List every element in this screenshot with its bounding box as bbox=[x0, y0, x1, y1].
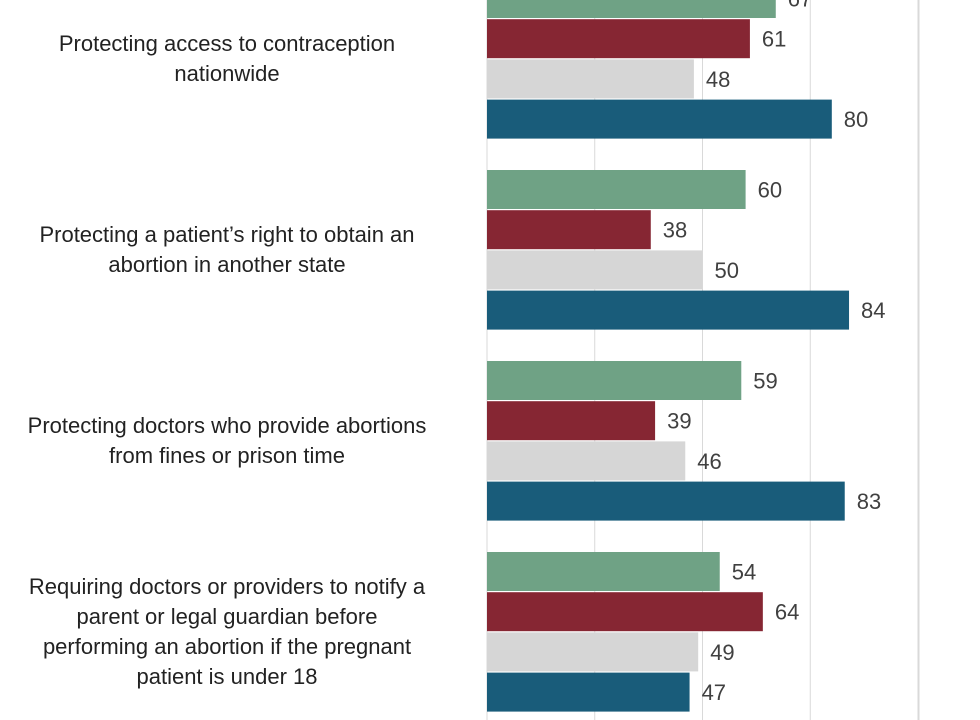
data-label-cat0-series0: 67 bbox=[788, 0, 812, 12]
category-label-line: patient is under 18 bbox=[136, 663, 318, 689]
bar-cat0-series3 bbox=[487, 99, 832, 139]
data-label-cat2-series3: 83 bbox=[857, 489, 881, 514]
bar-cat2-series0 bbox=[487, 361, 742, 400]
category-label-line: nationwide bbox=[174, 60, 280, 86]
data-label-cat1-series0: 60 bbox=[758, 178, 782, 203]
data-label-cat1-series2: 50 bbox=[715, 258, 739, 283]
bar-cat1-series1 bbox=[487, 210, 651, 250]
data-label-cat3-series1: 64 bbox=[775, 600, 799, 625]
data-label-cat1-series1: 38 bbox=[663, 218, 687, 243]
bar-cat0-series2 bbox=[487, 59, 694, 99]
bar-cat3-series0 bbox=[487, 552, 720, 591]
category-label-line: Protecting access to contraception bbox=[58, 30, 396, 56]
bar-cat2-series1 bbox=[487, 401, 656, 441]
category-label-line: Requiring doctors or providers to notify… bbox=[28, 573, 426, 599]
bar-cat3-series2 bbox=[487, 632, 699, 672]
category-label-line: from fines or prison time bbox=[109, 442, 345, 468]
category-label-line: parent or legal guardian before bbox=[76, 603, 378, 629]
bar-cat2-series3 bbox=[487, 481, 845, 521]
data-label-cat1-series3: 84 bbox=[861, 298, 885, 323]
data-label-cat3-series0: 54 bbox=[732, 560, 756, 585]
bar-cat1-series2 bbox=[487, 250, 703, 290]
data-label-cat0-series2: 48 bbox=[706, 67, 730, 92]
data-label-cat2-series2: 46 bbox=[697, 449, 721, 474]
category-label-line: performing an abortion if the pregnant bbox=[42, 633, 412, 659]
category-label-line: Protecting a patient’s right to obtain a… bbox=[39, 221, 415, 247]
data-label-cat0-series1: 61 bbox=[762, 27, 786, 52]
bars bbox=[487, 0, 850, 712]
category-label-1: Protecting a patient’s right to obtain a… bbox=[0, 220, 462, 280]
data-label-cat0-series3: 80 bbox=[844, 107, 868, 132]
bar-cat3-series1 bbox=[487, 592, 763, 632]
category-label-line: abortion in another state bbox=[108, 251, 346, 277]
bar-cat0-series1 bbox=[487, 19, 750, 59]
data-label-cat3-series3: 47 bbox=[702, 680, 726, 705]
bar-cat2-series2 bbox=[487, 441, 686, 481]
bar-cat0-series0 bbox=[487, 0, 776, 18]
data-label-cat3-series2: 49 bbox=[710, 640, 734, 665]
bar-cat1-series0 bbox=[487, 170, 746, 209]
bar-cat3-series3 bbox=[487, 672, 690, 712]
category-label-line: Protecting doctors who provide abortions bbox=[27, 412, 427, 438]
bar-cat1-series3 bbox=[487, 290, 850, 330]
category-label-2: Protecting doctors who provide abortions… bbox=[0, 411, 462, 471]
category-label-0: Protecting access to contraception nation… bbox=[0, 29, 462, 89]
data-label-cat2-series0: 59 bbox=[753, 369, 777, 394]
data-label-cat2-series1: 39 bbox=[667, 409, 691, 434]
category-label-3: Requiring doctors or providers to notify… bbox=[0, 572, 462, 692]
